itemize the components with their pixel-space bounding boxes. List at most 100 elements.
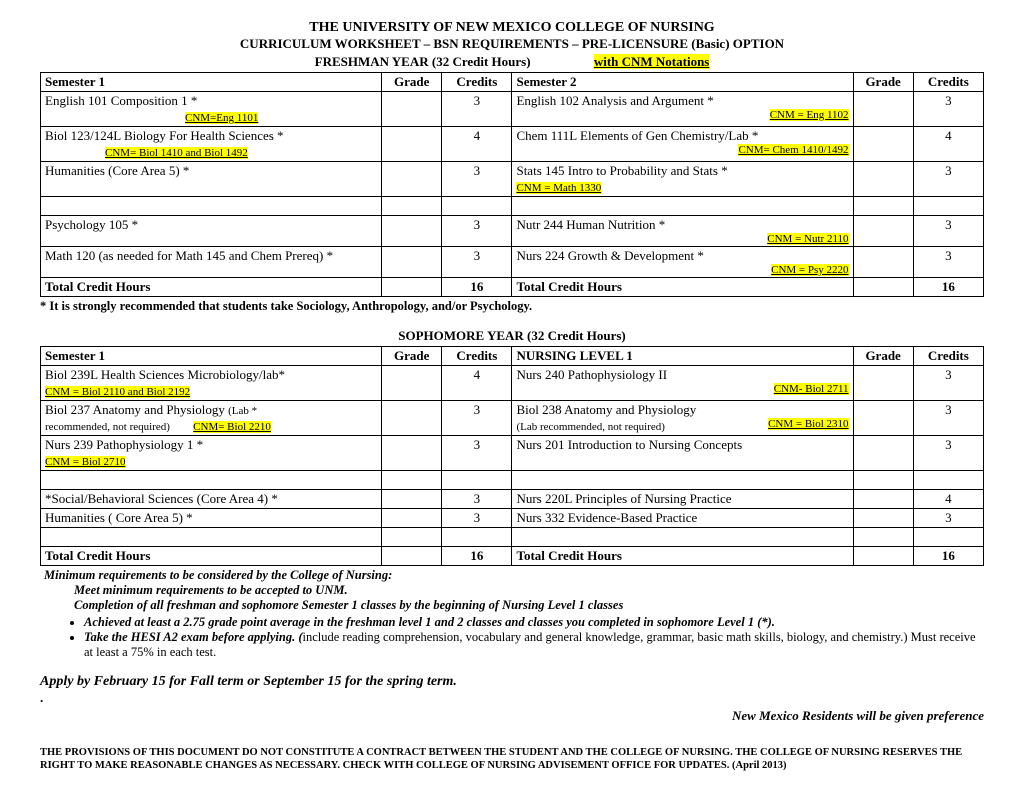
credits-cell: 3 [442,490,512,509]
disclaimer-text: THE PROVISIONS OF THIS DOCUMENT DO NOT C… [40,746,984,772]
course-name: Nurs 239 Pathophysiology 1 * [45,437,203,452]
cnm-note: CNM= Biol 1410 and Biol 1492 [105,147,248,159]
table-row: Biol 123/124L Biology For Health Science… [41,127,984,162]
residents-preference: New Mexico Residents will be given prefe… [40,708,984,724]
course-name: Biol 237 Anatomy and Physiology [45,402,228,417]
col-credits: Credits [442,347,512,366]
col-credits: Credits [913,347,983,366]
req-line: Minimum requirements to be considered by… [44,568,984,583]
credits-cell: 3 [442,401,512,436]
credits-cell: 3 [913,216,983,247]
col-grade: Grade [382,347,442,366]
course-name: Biol 238 Anatomy and Physiology [516,402,696,417]
total-label: Total Credit Hours [41,278,382,297]
apply-deadline: Apply by February 15 for Fall term or Se… [40,674,984,690]
total-label: Total Credit Hours [512,547,853,566]
sophomore-table: Semester 1 Grade Credits NURSING LEVEL 1… [40,346,984,566]
col-nursing-level-1: NURSING LEVEL 1 [512,347,853,366]
sophomore-year-label: SOPHOMORE YEAR (32 Credit Hours) [40,328,984,344]
credits-cell: 3 [913,366,983,401]
total-credits: 16 [913,278,983,297]
req-bullet: Take the HESI A2 exam before applying. (… [84,630,984,660]
header-line1: THE UNIVERSITY OF NEW MEXICO COLLEGE OF … [40,20,984,36]
course-name: Nurs 332 Evidence-Based Practice [512,509,853,528]
credits-cell: 4 [442,366,512,401]
credits-cell: 4 [442,127,512,162]
credits-cell: 3 [913,509,983,528]
requirements-block: Minimum requirements to be considered by… [40,568,984,660]
col-credits: Credits [442,73,512,92]
col-sem2: Semester 2 [512,73,853,92]
cnm-notations-label: with CNM Notations [594,54,710,69]
req-line: Meet minimum requirements to be accepted… [44,583,984,598]
course-note: (Lab recommended, not required) [516,421,664,433]
course-name: English 101 Composition 1 * [45,93,197,108]
course-name: Math 120 (as needed for Math 145 and Che… [41,247,382,278]
credits-cell: 3 [913,162,983,197]
course-name: Biol 123/124L Biology For Health Science… [45,128,284,143]
req-bullet: Achieved at least a 2.75 grade point ave… [84,615,984,630]
course-name: Nurs 224 Growth & Development * [516,248,703,263]
course-name: Chem 111L Elements of Gen Chemistry/Lab … [516,128,758,143]
course-name: Nurs 240 Pathophysiology II [516,367,667,382]
course-name: Nurs 220L Principles of Nursing Practice [512,490,853,509]
course-name: Psychology 105 * [41,216,382,247]
credits-cell: 4 [913,490,983,509]
credits-cell: 3 [913,92,983,127]
req-bullet-bold: Take the HESI A2 exam before applying. ( [84,630,303,644]
cnm-note: CNM= Biol 2210 [193,421,271,433]
course-name: Humanities (Core Area 5) * [41,162,382,197]
table-row: Psychology 105 * 3 Nutr 244 Human Nutrit… [41,216,984,247]
cnm-note: CNM- Biol 2711 [774,383,849,395]
freshman-year-label: FRESHMAN YEAR (32 Credit Hours) [315,54,531,69]
table-row: Humanities (Core Area 5) * 3 Stats 145 I… [41,162,984,197]
table-row: English 101 Composition 1 * CNM=Eng 1101… [41,92,984,127]
credits-cell: 3 [913,436,983,471]
total-label: Total Credit Hours [41,547,382,566]
freshman-year-line: FRESHMAN YEAR (32 Credit Hours) with CNM… [40,54,984,70]
course-note: recommended, not required) [45,421,170,433]
cnm-note: CNM = Eng 1102 [770,109,849,121]
total-credits: 16 [442,547,512,566]
table-row: Nurs 239 Pathophysiology 1 * CNM = Biol … [41,436,984,471]
table-row: Math 120 (as needed for Math 145 and Che… [41,247,984,278]
credits-cell: 3 [442,436,512,471]
dot: . [40,690,984,706]
cnm-note: CNM = Math 1330 [516,182,601,194]
cnm-note: CNM = Nutr 2110 [767,233,848,245]
cnm-note: CNM = Psy 2220 [771,264,848,276]
table-row [41,471,984,490]
col-sem1: Semester 1 [41,347,382,366]
freshman-footnote: * It is strongly recommended that studen… [40,299,984,314]
credits-cell: 3 [913,247,983,278]
table-row [41,197,984,216]
table-row: Biol 239L Health Sciences Microbiology/l… [41,366,984,401]
total-credits: 16 [442,278,512,297]
req-line: Completion of all freshman and sophomore… [44,598,984,613]
course-name: Biol 239L Health Sciences Microbiology/l… [45,367,285,382]
credits-cell: 3 [442,247,512,278]
freshman-table: Semester 1 Grade Credits Semester 2 Grad… [40,72,984,297]
cnm-note: CNM = Biol 2110 and Biol 2192 [45,386,190,398]
col-sem1: Semester 1 [41,73,382,92]
col-grade: Grade [853,73,913,92]
course-note: (Lab * [228,405,257,417]
cnm-note: CNM=Eng 1101 [185,112,258,124]
course-name: Nutr 244 Human Nutrition * [516,217,665,232]
credits-cell: 4 [913,127,983,162]
table-row-total: Total Credit Hours 16 Total Credit Hours… [41,278,984,297]
table-row: Biol 237 Anatomy and Physiology (Lab * r… [41,401,984,436]
course-name: Stats 145 Intro to Probability and Stats… [516,163,727,178]
header-line2: CURRICULUM WORKSHEET – BSN REQUIREMENTS … [40,36,984,52]
col-grade: Grade [853,347,913,366]
table-row-total: Total Credit Hours 16 Total Credit Hours… [41,547,984,566]
cnm-note: CNM = Biol 2310 [768,418,848,430]
credits-cell: 3 [442,92,512,127]
total-label: Total Credit Hours [512,278,853,297]
credits-cell: 3 [442,162,512,197]
course-name: *Social/Behavioral Sciences (Core Area 4… [41,490,382,509]
cnm-note: CNM= Chem 1410/1492 [738,144,848,156]
course-name: English 102 Analysis and Argument * [516,93,713,108]
table-row: Humanities ( Core Area 5) * 3 Nurs 332 E… [41,509,984,528]
course-name: Nurs 201 Introduction to Nursing Concept… [512,436,853,471]
